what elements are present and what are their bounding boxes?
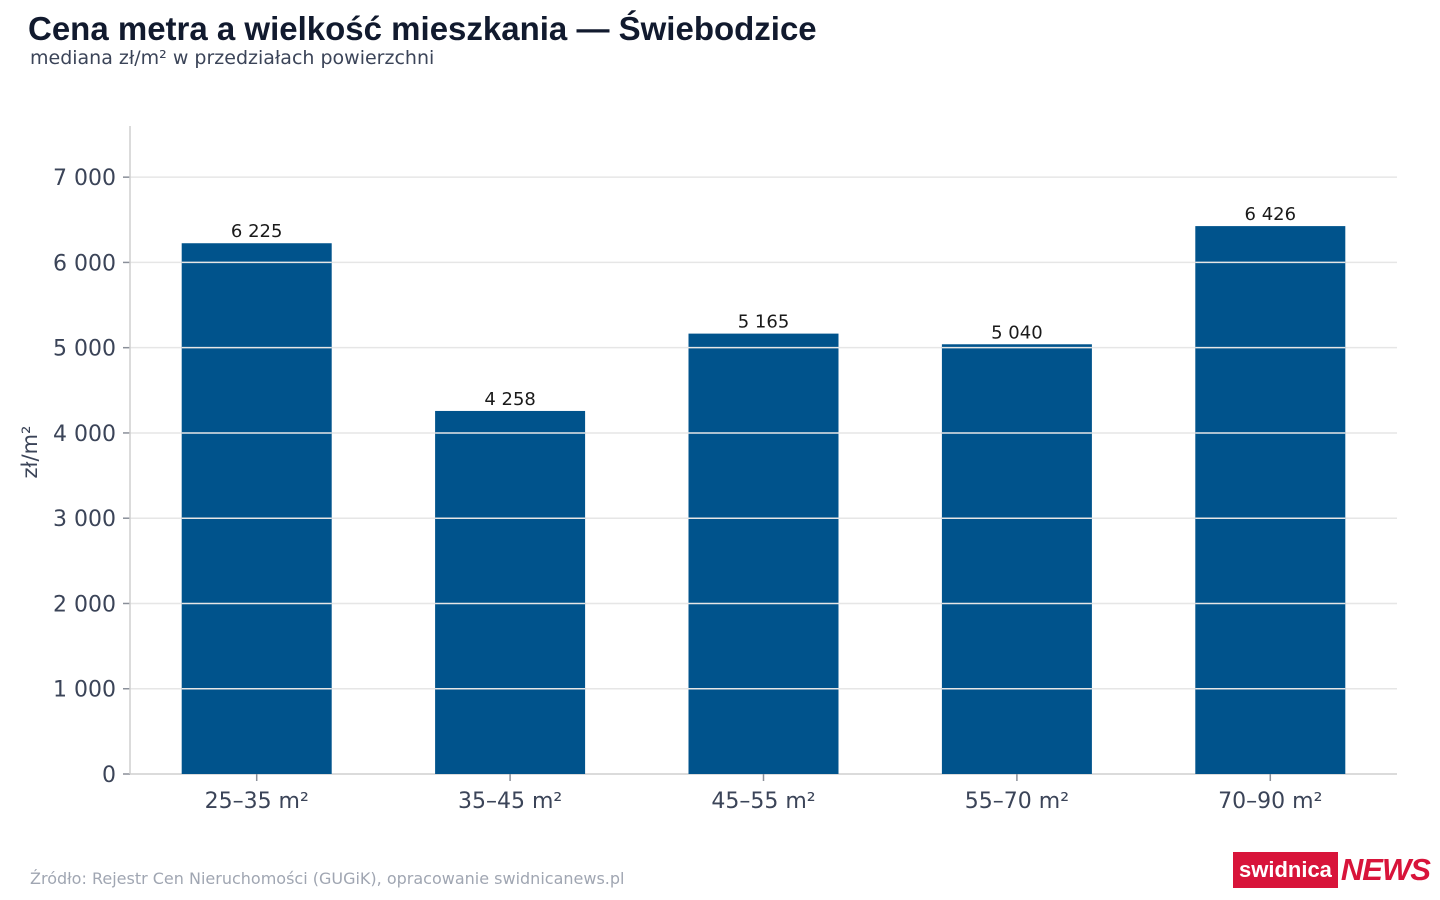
bar-value-label: 5 040 [991, 322, 1043, 343]
y-tick-label: 4 000 [53, 422, 116, 447]
x-tick-label: 45–55 m² [711, 789, 815, 814]
y-axis-label: zł/m² [18, 426, 42, 479]
bar [435, 410, 586, 774]
bar-value-label: 5 165 [738, 312, 790, 333]
source-note: Źródło: Rejestr Cen Nieruchomości (GUGiK… [30, 869, 625, 888]
swidnicanews-logo: swidnica NEWS [1233, 852, 1431, 888]
bar-value-label: 4 258 [484, 389, 536, 410]
y-tick-label: 6 000 [53, 251, 116, 276]
y-tick-label: 3 000 [53, 507, 116, 532]
chart-title: Cena metra a wielkość mieszkania — Świeb… [28, 10, 817, 47]
bar [941, 344, 1092, 774]
x-tick-label: 55–70 m² [965, 789, 1069, 814]
logo-part-swidnica: swidnica [1233, 852, 1338, 888]
bar [181, 243, 332, 775]
bar [1195, 226, 1346, 775]
x-tick-label: 35–45 m² [458, 789, 562, 814]
bar [688, 333, 839, 774]
y-tick-label: 7 000 [53, 166, 116, 191]
bar-value-label: 6 225 [231, 221, 283, 242]
x-tick-label: 70–90 m² [1218, 789, 1322, 814]
bar-value-label: 6 426 [1245, 204, 1297, 225]
logo-part-news: NEWS [1340, 852, 1431, 887]
y-tick-label: 1 000 [53, 678, 116, 703]
y-tick-label: 2 000 [53, 592, 116, 617]
x-tick-label: 25–35 m² [205, 789, 309, 814]
chart-subtitle: mediana zł/m² w przedziałach powierzchni [30, 47, 435, 69]
y-tick-label: 5 000 [53, 337, 116, 362]
y-tick-label: 0 [102, 763, 116, 788]
